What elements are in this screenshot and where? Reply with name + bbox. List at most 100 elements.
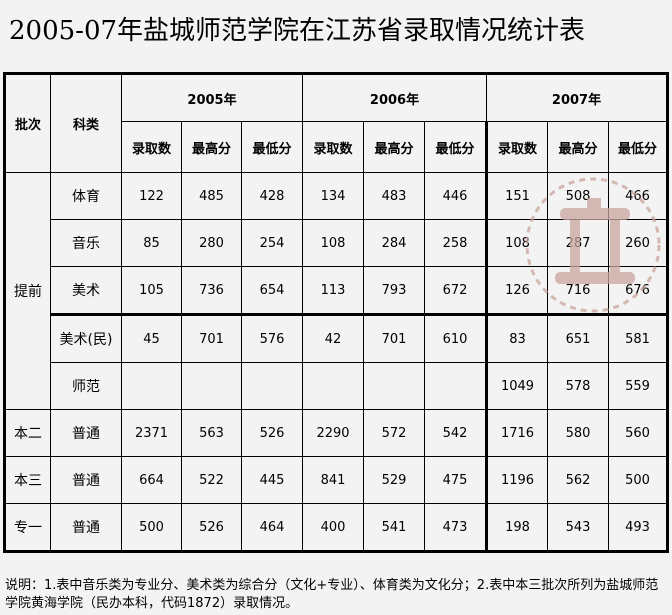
value-cell: 483 bbox=[363, 172, 425, 220]
value-cell: 260 bbox=[608, 219, 668, 267]
footnote: 说明：1.表中音乐类为专业分、美术类为综合分（文化+专业）、体育类为文化分；2.… bbox=[5, 578, 659, 611]
value-cell: 610 bbox=[424, 313, 488, 363]
admission-table: 批次 科类 2005年 2006年 2007年 录取数 最高分 最低分 录取数 最高分 最低分 录取数… bbox=[3, 72, 669, 553]
value-cell: 464 bbox=[241, 503, 303, 552]
header-sub: 最低分 bbox=[241, 121, 303, 173]
table-row: 提前 体育 122 485 428 134 483 446 151 508 466 bbox=[4, 172, 668, 410]
table-row: 师范 1049 578 559 bbox=[5, 362, 668, 410]
header-year: 2006年 bbox=[302, 73, 487, 122]
value-cell: 664 bbox=[121, 456, 182, 504]
value-cell: 500 bbox=[608, 456, 668, 504]
value-cell: 428 bbox=[241, 172, 303, 220]
value-cell: 122 bbox=[121, 172, 182, 220]
value-cell: 560 bbox=[608, 409, 668, 457]
header-sub: 最高分 bbox=[547, 121, 609, 173]
value-cell: 576 bbox=[241, 313, 303, 363]
value-cell: 2371 bbox=[121, 409, 182, 457]
header-sub: 录取数 bbox=[302, 121, 364, 173]
header-sub: 录取数 bbox=[486, 121, 548, 173]
value-cell: 572 bbox=[363, 409, 425, 457]
value-cell: 1049 bbox=[486, 362, 548, 410]
value-cell: 1196 bbox=[486, 456, 548, 504]
value-cell: 522 bbox=[181, 456, 242, 504]
value-cell: 108 bbox=[302, 219, 364, 267]
category-cell: 普通 bbox=[50, 456, 122, 504]
value-cell bbox=[363, 362, 425, 410]
value-cell: 445 bbox=[241, 456, 303, 504]
value-cell: 45 bbox=[121, 313, 182, 363]
page-title: 2005-07年盐城师范学院在江苏省录取情况统计表 bbox=[9, 16, 586, 46]
value-cell: 280 bbox=[181, 219, 242, 267]
value-cell: 287 bbox=[547, 219, 609, 267]
value-cell: 151 bbox=[486, 172, 548, 220]
value-cell bbox=[121, 362, 182, 410]
header-sub: 录取数 bbox=[121, 121, 182, 173]
table-row: 美术 105 736 654 113 793 672 126 716 676 bbox=[5, 266, 668, 315]
header-row: 批次 科类 2005年 2006年 2007年 bbox=[4, 73, 668, 173]
value-cell bbox=[241, 362, 303, 410]
value-cell bbox=[302, 362, 364, 410]
value-cell: 841 bbox=[302, 456, 364, 504]
value-cell: 134 bbox=[302, 172, 364, 220]
category-cell: 普通 bbox=[50, 409, 122, 457]
value-cell: 85 bbox=[121, 219, 182, 267]
value-cell bbox=[181, 362, 242, 410]
value-cell: 559 bbox=[608, 362, 668, 410]
value-cell: 542 bbox=[424, 409, 488, 457]
value-cell: 1716 bbox=[486, 409, 548, 457]
value-cell: 578 bbox=[547, 362, 609, 410]
value-cell: 42 bbox=[302, 313, 364, 363]
value-cell: 284 bbox=[363, 219, 425, 267]
value-cell: 543 bbox=[547, 503, 609, 552]
value-cell: 529 bbox=[363, 456, 425, 504]
value-cell: 508 bbox=[547, 172, 609, 220]
value-cell: 105 bbox=[121, 266, 182, 315]
category-cell: 美术(民) bbox=[50, 313, 122, 363]
value-cell: 108 bbox=[486, 219, 548, 267]
value-cell: 258 bbox=[424, 219, 488, 267]
value-cell: 701 bbox=[181, 313, 242, 363]
value-cell: 736 bbox=[181, 266, 242, 315]
header-sub: 最低分 bbox=[424, 121, 488, 173]
value-cell: 400 bbox=[302, 503, 364, 552]
value-cell: 654 bbox=[241, 266, 303, 315]
value-cell: 793 bbox=[363, 266, 425, 315]
table-row: 美术(民) 45 701 576 42 701 610 83 651 581 bbox=[5, 313, 668, 363]
table-row: 专一 普通 500 526 464 400 541 473 198 543 493 bbox=[4, 503, 668, 552]
value-cell: 446 bbox=[424, 172, 488, 220]
header-sub: 最高分 bbox=[181, 121, 242, 173]
header-sub: 最低分 bbox=[608, 121, 668, 173]
value-cell: 473 bbox=[424, 503, 488, 552]
header-row: 录取数 最高分 最低分 录取数 最高分 最低分 录取数 最高分 最低分 bbox=[5, 121, 668, 173]
value-cell: 526 bbox=[181, 503, 242, 552]
category-cell: 师范 bbox=[50, 362, 122, 410]
category-cell: 美术 bbox=[50, 266, 122, 315]
value-cell: 126 bbox=[486, 266, 548, 315]
category-cell: 音乐 bbox=[50, 219, 122, 267]
header-year: 2005年 bbox=[121, 73, 303, 122]
header-year: 2007年 bbox=[486, 73, 668, 122]
value-cell: 198 bbox=[486, 503, 548, 552]
value-cell: 563 bbox=[181, 409, 242, 457]
value-cell: 466 bbox=[608, 172, 668, 220]
batch-cell: 专一 bbox=[4, 503, 51, 552]
value-cell: 562 bbox=[547, 456, 609, 504]
value-cell: 254 bbox=[241, 219, 303, 267]
value-cell: 113 bbox=[302, 266, 364, 315]
value-cell bbox=[424, 362, 488, 410]
header-category: 科类 bbox=[50, 73, 122, 173]
batch-cell: 提前 bbox=[4, 172, 51, 410]
value-cell: 493 bbox=[608, 503, 668, 552]
table-row: 音乐 85 280 254 108 284 258 108 287 260 bbox=[5, 219, 668, 267]
value-cell: 676 bbox=[608, 266, 668, 315]
table-row: 本二 普通 2371 563 526 2290 572 542 1716 580 560 bbox=[4, 409, 668, 457]
value-cell: 485 bbox=[181, 172, 242, 220]
value-cell: 672 bbox=[424, 266, 488, 315]
value-cell: 2290 bbox=[302, 409, 364, 457]
value-cell: 580 bbox=[547, 409, 609, 457]
value-cell: 541 bbox=[363, 503, 425, 552]
value-cell: 475 bbox=[424, 456, 488, 504]
value-cell: 701 bbox=[363, 313, 425, 363]
table-row: 本三 普通 664 522 445 841 529 475 1196 562 500 bbox=[4, 456, 668, 504]
value-cell: 83 bbox=[486, 313, 548, 363]
